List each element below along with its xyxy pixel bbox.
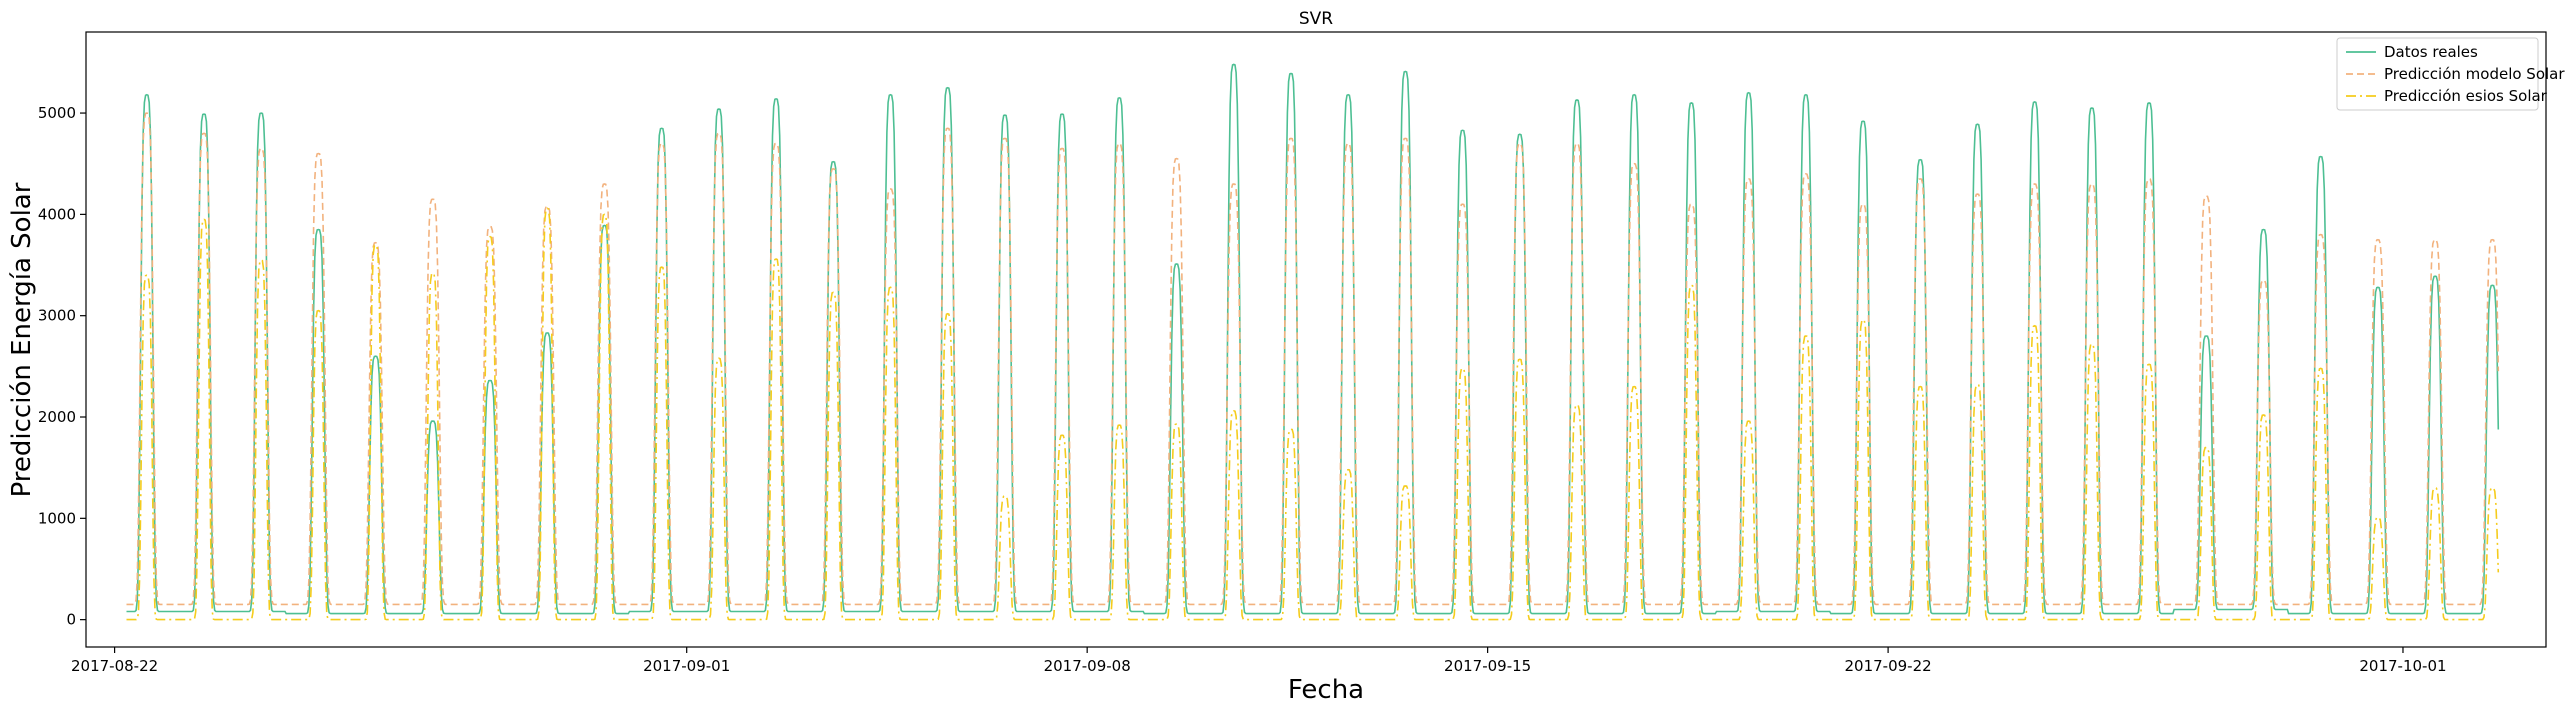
y-axis: 0 1000 2000 3000 4000 5000 bbox=[38, 104, 86, 629]
legend-box bbox=[2336, 37, 2539, 111]
y-tick-label: 1000 bbox=[38, 509, 76, 527]
series-group bbox=[126, 63, 2500, 621]
x-axis-label: Fecha bbox=[1288, 675, 1364, 705]
x-tick-label: 2017-09-15 bbox=[1444, 657, 1531, 675]
x-tick-label: 2017-09-22 bbox=[1844, 657, 1931, 675]
x-axis: 2017-08-22 2017-09-01 2017-09-08 2017-09-15… bbox=[71, 647, 2447, 675]
legend-label: Predicción modelo Solar bbox=[2384, 65, 2565, 83]
legend-label: Datos reales bbox=[2384, 43, 2478, 61]
y-tick-label: 3000 bbox=[38, 307, 76, 325]
y-tick-label: 5000 bbox=[38, 104, 76, 122]
y-tick-label: 2000 bbox=[38, 408, 76, 426]
x-tick-label: 2017-08-22 bbox=[71, 657, 158, 675]
series-line-2 bbox=[126, 112, 2500, 606]
series-line-1 bbox=[126, 63, 2500, 615]
legend-label: Predicción esios Solar bbox=[2384, 87, 2548, 105]
plot-area-frame bbox=[85, 31, 2547, 648]
x-tick-label: 2017-09-08 bbox=[1044, 657, 1131, 675]
chart-title: SVR bbox=[1299, 9, 1333, 29]
series-line-3 bbox=[126, 207, 2500, 621]
y-tick-label: 4000 bbox=[38, 205, 76, 223]
x-tick-label: 2017-10-01 bbox=[2359, 657, 2446, 675]
y-tick-label: 0 bbox=[66, 611, 76, 629]
legend: Datos reales Predicción modelo Solar Predi… bbox=[2336, 37, 2565, 111]
x-tick-label: 2017-09-01 bbox=[643, 657, 730, 675]
y-axis-label: Predicción Energía Solar bbox=[7, 182, 37, 497]
